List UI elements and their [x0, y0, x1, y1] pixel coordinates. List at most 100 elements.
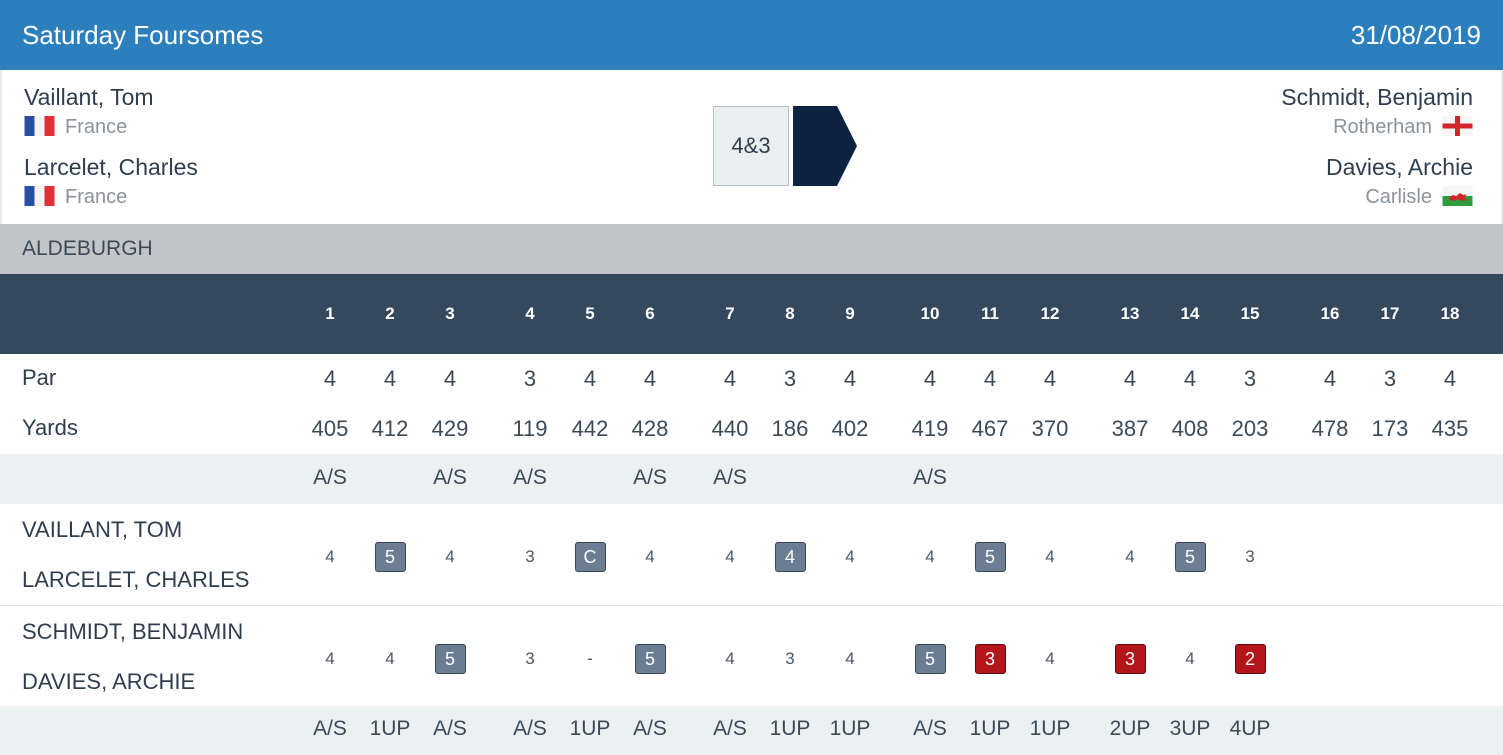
- status-bottom-cell-13: 2UP: [1109, 717, 1151, 740]
- lost-hole-chip: 5: [434, 644, 466, 674]
- par-cell-12: 4: [1043, 366, 1057, 391]
- team2-player1: SCHMIDT, BENJAMIN: [22, 619, 244, 644]
- status-bottom-cell-9: 1UP: [829, 717, 871, 740]
- par-cell-17: 3: [1383, 366, 1397, 391]
- team2-score-hole-17: [1360, 644, 1420, 674]
- team2-score-hole-16: [1300, 644, 1360, 674]
- par-cell-2: 4: [383, 366, 397, 391]
- team1-score-row: VAILLANT, TOM LARCELET, CHARLES 4 5 4 3 C 4 4 4…: [0, 504, 1503, 606]
- team2-score-hole-11: 3: [960, 644, 1020, 674]
- event-title: Saturday Foursomes: [22, 20, 264, 50]
- hole-number-10: 10: [920, 304, 940, 323]
- hole-number-4: 4: [525, 304, 535, 323]
- course-name: ALDEBURGH: [22, 237, 153, 260]
- team2-score-hole-14: 4: [1185, 649, 1195, 668]
- match-result: 4&3: [713, 106, 789, 186]
- par-cell-15: 3: [1243, 366, 1257, 391]
- france-flag-icon: [24, 186, 55, 206]
- right-player-1-name: Schmidt, Benjamin: [1281, 84, 1473, 110]
- team2-score-hole-6: 5: [620, 644, 680, 674]
- par-cell-10: 4: [923, 366, 937, 391]
- par-cell-14: 4: [1183, 366, 1197, 391]
- par-row: Par 4 4 4 3 4 4 4 3 4 4 4 4 4 4 3 4 3 4: [0, 354, 1503, 404]
- lost-hole-chip: 5: [1174, 542, 1206, 572]
- status-top-cell-3: A/S: [433, 466, 467, 489]
- england-flag-icon: [1442, 116, 1473, 136]
- par-cell-9: 4: [843, 366, 857, 391]
- yards-cell-13: 387: [1111, 416, 1149, 441]
- yards-cell-14: 408: [1171, 416, 1209, 441]
- lost-hole-chip: 5: [974, 542, 1006, 572]
- team2-score-hole-18: [1420, 644, 1480, 674]
- team1-score-hole-13: 4: [1125, 547, 1135, 566]
- yards-cell-3: 429: [431, 416, 469, 441]
- team1-score-hole-1: 4: [325, 547, 335, 566]
- par-cell-5: 4: [583, 366, 597, 391]
- status-bottom-cell-11: 1UP: [969, 717, 1011, 740]
- yards-cell-2: 412: [371, 416, 409, 441]
- par-cell-13: 4: [1123, 366, 1137, 391]
- right-player-1-club-label: Rotherham: [1333, 116, 1432, 138]
- yards-cell-5: 442: [571, 416, 609, 441]
- team1-score-hole-11: 5: [960, 542, 1020, 572]
- yards-cell-11: 467: [971, 416, 1009, 441]
- yards-cell-8: 186: [771, 416, 809, 441]
- team2-score-hole-1: 4: [325, 649, 335, 668]
- team1-score-hole-6: 4: [645, 547, 655, 566]
- status-bottom-cell-8: 1UP: [769, 717, 811, 740]
- winner-arrow-icon: [793, 106, 857, 186]
- status-bottom-cell-6: A/S: [633, 717, 667, 740]
- status-top-cell-10: A/S: [913, 466, 947, 489]
- status-bottom-cell-1: A/S: [313, 717, 347, 740]
- yards-cell-12: 370: [1031, 416, 1069, 441]
- par-label: Par: [22, 365, 57, 390]
- team2-score-hole-3: 5: [420, 644, 480, 674]
- team1-score-hole-15: 3: [1245, 547, 1255, 566]
- team2-score-hole-4: 3: [525, 649, 535, 668]
- hole-number-17: 17: [1380, 304, 1400, 323]
- team2-score-hole-10: 5: [900, 644, 960, 674]
- team2-score-hole-12: 4: [1045, 649, 1055, 668]
- match-status-row-top: A/S A/S A/S A/S A/S A/S: [0, 454, 1503, 504]
- lost-hole-chip: 4: [774, 542, 806, 572]
- team1-score-hole-7: 4: [725, 547, 735, 566]
- lost-hole-chip: 5: [634, 644, 666, 674]
- team1-score-hole-10: 4: [925, 547, 935, 566]
- hole-number-5: 5: [585, 304, 595, 323]
- team1-score-hole-2: 5: [360, 542, 420, 572]
- yards-cell-7: 440: [711, 416, 749, 441]
- left-player-1-name: Vaillant, Tom: [24, 84, 154, 110]
- hole-number-3: 3: [445, 304, 455, 323]
- par-cell-16: 4: [1323, 366, 1337, 391]
- par-cell-7: 4: [723, 366, 737, 391]
- par-cell-3: 4: [443, 366, 457, 391]
- hole-number-13: 13: [1120, 304, 1140, 323]
- hole-number-11: 11: [981, 304, 999, 323]
- team1-player1: VAILLANT, TOM: [22, 517, 183, 542]
- yards-cell-17: 173: [1371, 416, 1409, 441]
- team1-score-hole-16: [1300, 542, 1360, 572]
- won-hole-chip: 2: [1234, 644, 1266, 674]
- right-player-2-club: Carlisle: [1365, 186, 1473, 209]
- hole-number-14: 14: [1180, 304, 1200, 323]
- status-top-cell-1: A/S: [313, 466, 347, 489]
- hole-number-7: 7: [725, 304, 735, 323]
- hole-number-8: 8: [785, 304, 795, 323]
- status-top-cell-4: A/S: [513, 466, 547, 489]
- status-bottom-cell-10: A/S: [913, 717, 947, 740]
- status-bottom-cell-3: A/S: [433, 717, 467, 740]
- status-top-cell-6: A/S: [633, 466, 667, 489]
- yards-cell-15: 203: [1231, 416, 1269, 441]
- yards-cell-10: 419: [911, 416, 949, 441]
- event-date: 31/08/2019: [1350, 20, 1481, 50]
- team2-score-hole-7: 4: [725, 649, 735, 668]
- yards-cell-18: 435: [1431, 416, 1469, 441]
- lost-hole-chip: 5: [914, 644, 946, 674]
- team1-score-hole-9: 4: [845, 547, 855, 566]
- lost-hole-chip: 5: [374, 542, 406, 572]
- team1-score-hole-3: 4: [445, 547, 455, 566]
- right-player-2-club-label: Carlisle: [1365, 186, 1432, 208]
- left-player-2-club-label: France: [65, 186, 128, 208]
- hole-number-2: 2: [385, 304, 395, 323]
